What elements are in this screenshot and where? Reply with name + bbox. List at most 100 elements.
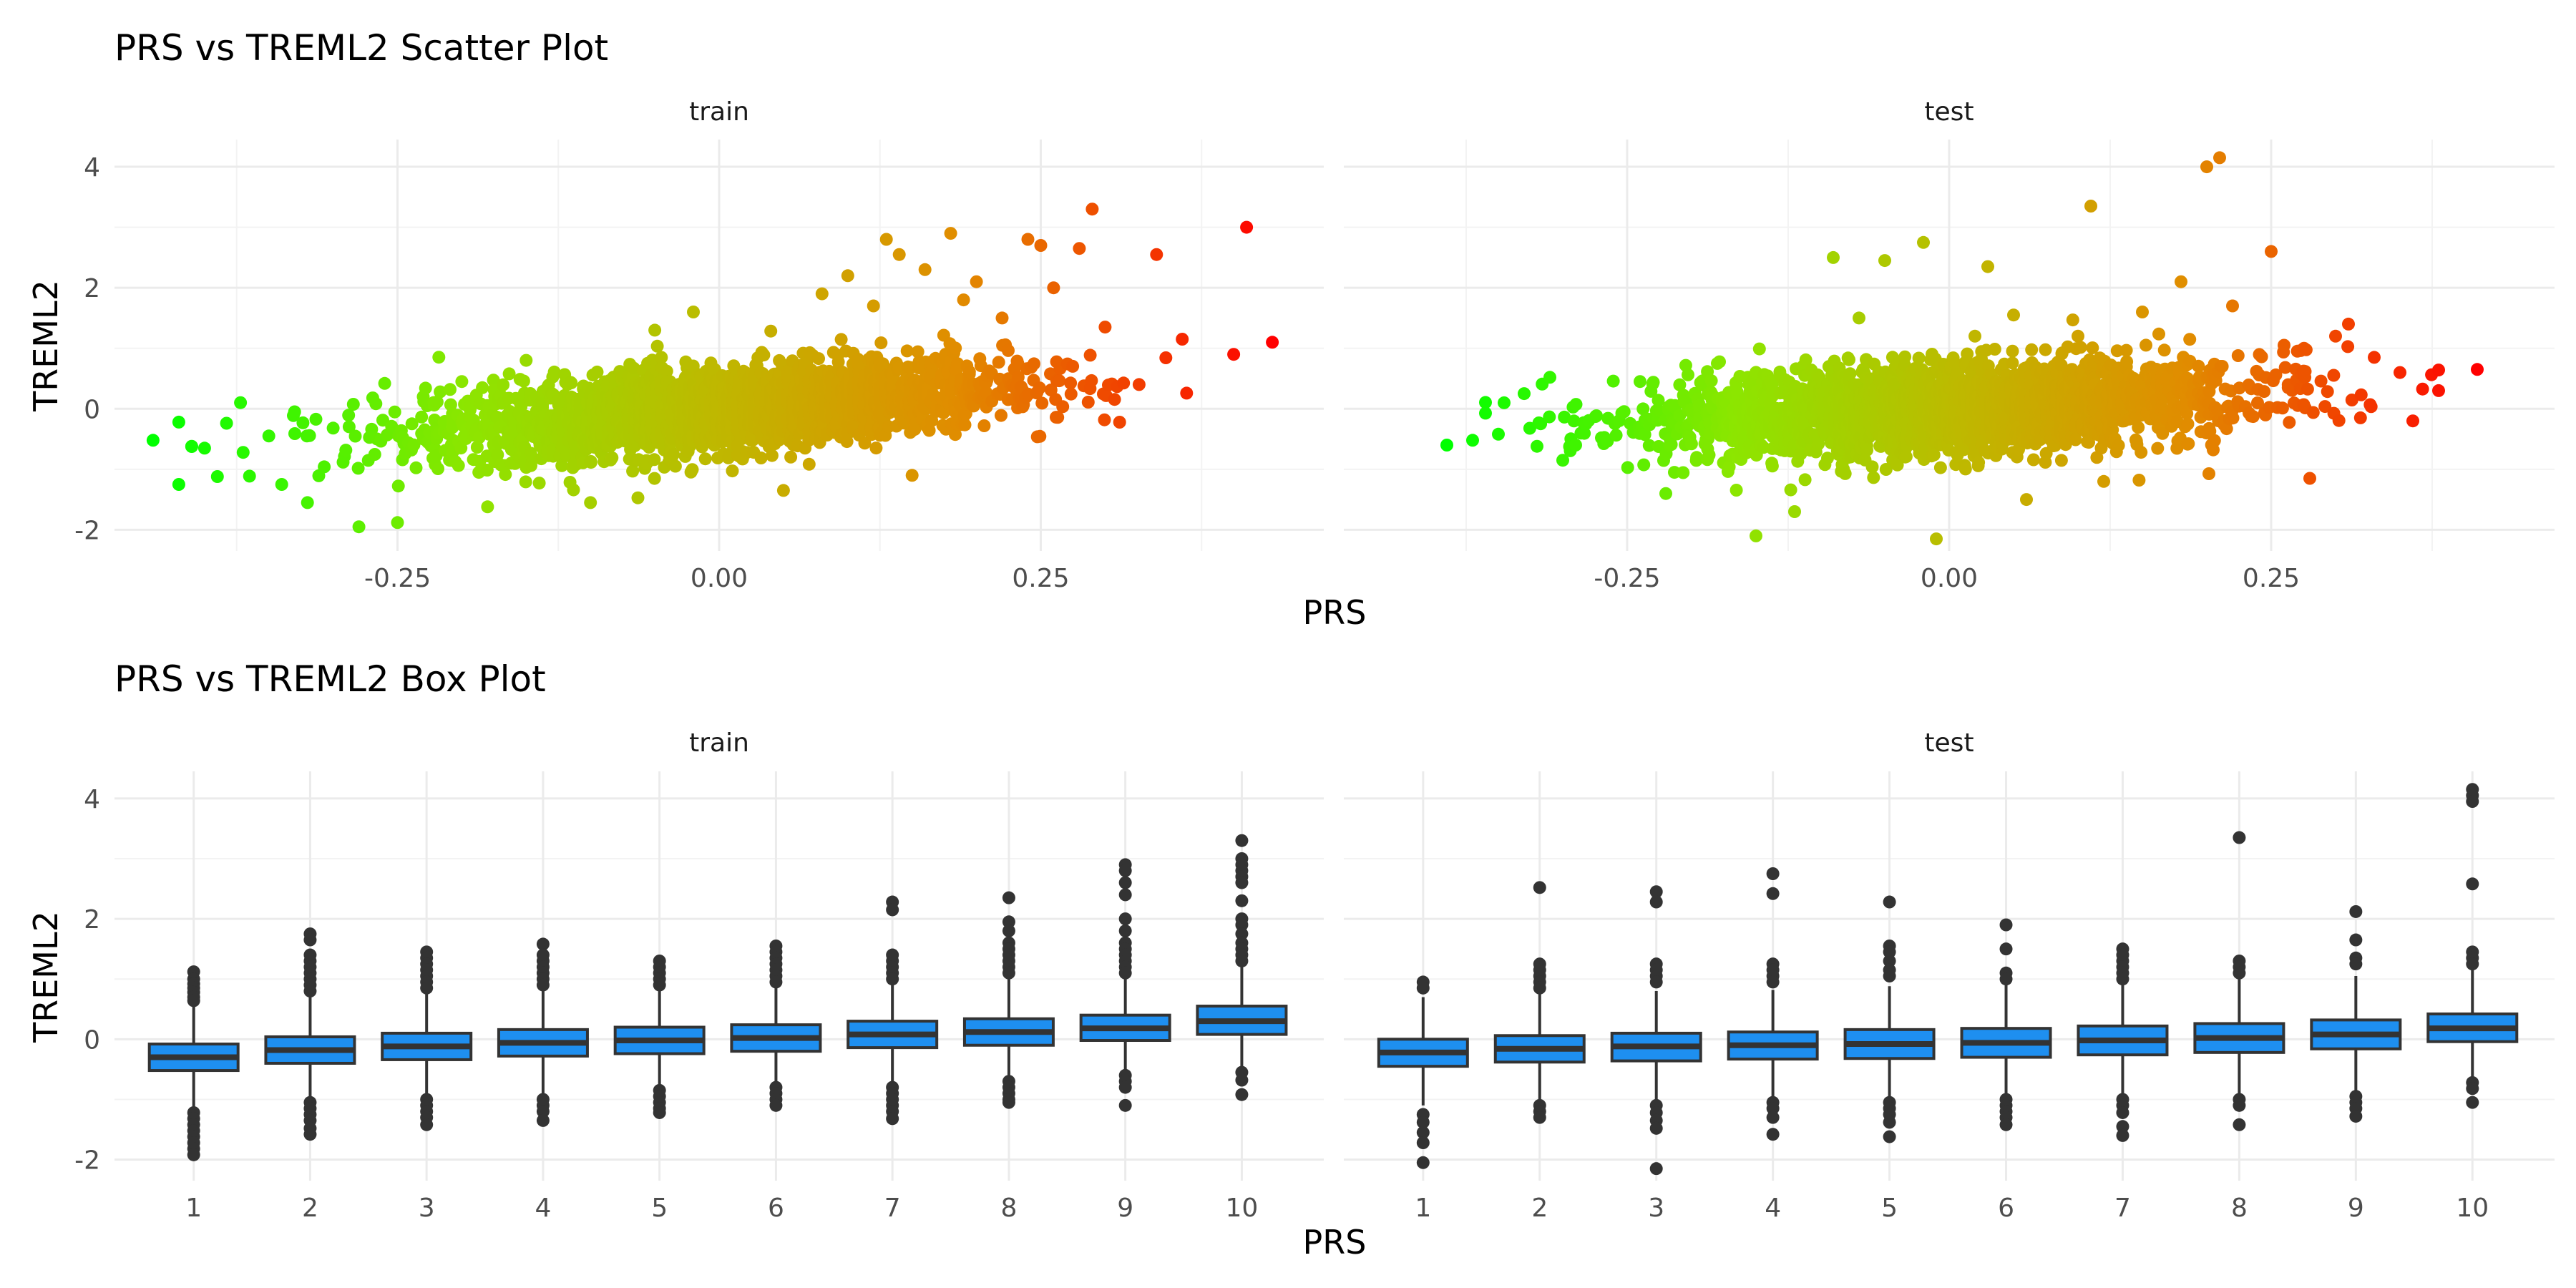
scatter-point xyxy=(1132,378,1146,391)
scatter-point xyxy=(1898,350,1912,364)
scatter-point xyxy=(497,378,510,391)
scatter-point xyxy=(309,412,323,426)
scatter-point xyxy=(1081,396,1095,409)
scatter-point xyxy=(369,397,383,411)
scatter-point xyxy=(977,419,991,432)
scatter-point xyxy=(146,434,160,447)
scatter-point xyxy=(1798,473,1812,487)
scatter-point xyxy=(2097,474,2110,488)
scatter-point xyxy=(995,409,1008,422)
scatter-point xyxy=(1056,400,1070,414)
scatter-point xyxy=(1617,405,1631,419)
scatter-point xyxy=(491,448,504,462)
scatter-point xyxy=(1637,458,1651,472)
scatter-point xyxy=(210,470,224,483)
scatter-point xyxy=(2025,343,2039,356)
scatter-point xyxy=(288,427,301,440)
scatter-point xyxy=(962,365,976,379)
scatter-point xyxy=(631,491,645,504)
scatter-point xyxy=(430,395,444,409)
scatter-point xyxy=(519,475,532,489)
scatter-point xyxy=(1843,353,1855,366)
scatter-point xyxy=(834,333,848,346)
scatter-point xyxy=(1117,376,1131,390)
scatter-point xyxy=(1569,398,1583,411)
scatter-strip-train: train xyxy=(689,97,749,127)
scatter-point xyxy=(519,353,533,367)
scatter-point xyxy=(970,275,983,288)
scatter-point xyxy=(2054,454,2068,467)
scatter-point xyxy=(220,416,233,430)
scatter-point xyxy=(172,478,185,491)
scatter-point xyxy=(1240,220,1254,234)
scatter-point xyxy=(487,374,500,387)
scatter-point xyxy=(869,441,883,455)
scatter-point xyxy=(378,376,391,390)
scatter-point xyxy=(1073,242,1086,255)
scatter-point xyxy=(1752,342,1766,356)
scatter-point xyxy=(726,464,739,478)
scatter-point xyxy=(2007,308,2020,322)
scatter-point xyxy=(815,287,829,301)
scatter-point xyxy=(1867,471,1880,484)
scatter-point xyxy=(1227,348,1241,361)
scatter-point xyxy=(892,248,906,261)
scatter-point xyxy=(1704,374,1718,388)
scatter-point xyxy=(667,448,680,462)
scatter-point xyxy=(958,418,972,431)
scatter-point xyxy=(1066,359,1080,373)
scatter-point xyxy=(2006,344,2019,358)
scatter-point xyxy=(1498,396,1511,409)
scatter-point xyxy=(346,398,360,411)
scatter-point xyxy=(326,421,340,435)
scatter-point xyxy=(1085,203,1099,216)
scatter-point xyxy=(660,364,673,378)
scatter-point xyxy=(365,422,379,436)
scatter-point xyxy=(1684,437,1698,451)
scatter-point xyxy=(391,479,405,493)
scatter-point xyxy=(1479,396,1492,409)
scatter-point xyxy=(434,385,447,399)
scatter-point xyxy=(499,468,512,482)
scatter-point xyxy=(918,263,932,276)
scatter-point xyxy=(368,448,381,461)
scatter-point xyxy=(517,374,530,388)
scatter-point xyxy=(1860,444,1873,457)
scatter-point xyxy=(1646,376,1660,389)
scatter-point xyxy=(296,416,310,429)
scatter-point xyxy=(1035,396,1049,410)
scatter-point xyxy=(784,450,798,464)
scatter-point xyxy=(1176,333,1189,346)
scatter-point xyxy=(1085,374,1098,387)
scatter-point xyxy=(480,464,494,477)
scatter-point xyxy=(648,453,661,467)
scatter-point xyxy=(698,452,712,466)
scatter-point xyxy=(405,417,419,431)
scatter-point xyxy=(1659,487,1672,500)
scatter-point xyxy=(2020,493,2033,507)
scatter-point xyxy=(1784,483,1797,497)
scatter-point xyxy=(339,444,353,457)
scatter-point xyxy=(1150,248,1163,261)
scatter-point xyxy=(1053,374,1066,388)
scatter-point xyxy=(567,483,580,497)
scatter-point xyxy=(1634,375,1646,389)
scatter-point xyxy=(957,293,970,307)
scatter-point xyxy=(764,324,778,338)
scatter-grid-test xyxy=(1344,140,2555,551)
scatter-point xyxy=(409,461,423,474)
scatter-point xyxy=(1033,429,1047,443)
scatter-point xyxy=(1981,260,1994,273)
scatter-point xyxy=(650,339,664,353)
scatter-point xyxy=(1788,505,1801,518)
scatter-point xyxy=(867,299,880,313)
scatter-point xyxy=(841,269,854,283)
scatter-point xyxy=(992,356,1005,369)
scatter-point xyxy=(1729,484,1743,497)
scatter-point xyxy=(648,323,662,337)
scatter-point xyxy=(1569,439,1582,452)
scatter-point xyxy=(1713,355,1726,369)
scatter-strip-test: test xyxy=(1924,97,1974,127)
scatter-point xyxy=(995,311,1009,325)
